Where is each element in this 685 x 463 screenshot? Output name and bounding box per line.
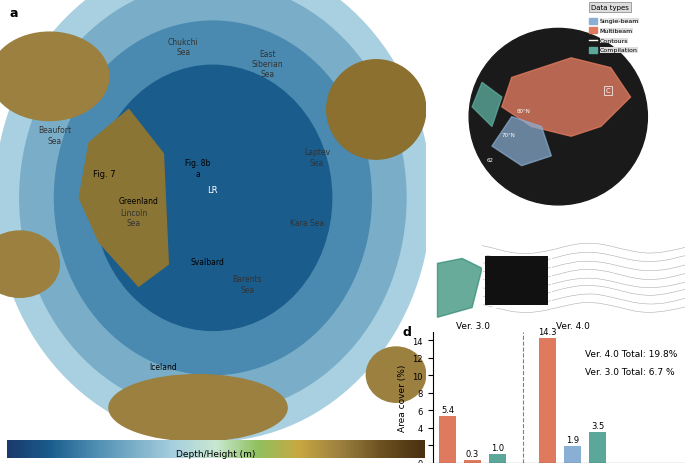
Text: Fig. 8b
a: Fig. 8b a [186,159,211,178]
Text: C: C [606,88,610,94]
Text: Ver. 3.0 Total: 6.7 %: Ver. 3.0 Total: 6.7 % [585,367,675,376]
Bar [589,28,597,34]
Text: 0.3: 0.3 [466,449,479,458]
Text: East
Siberian
Sea: East Siberian Sea [251,50,283,79]
Text: Single beam: Single beam [440,240,479,245]
Text: 80 W: 80 W [440,104,455,109]
Bar [439,416,456,463]
Text: 62: 62 [487,157,494,163]
Text: Svalbard: Svalbard [191,257,225,267]
Text: Greenland: Greenland [119,197,158,206]
Text: Compilation: Compilation [600,48,638,53]
Ellipse shape [366,347,426,402]
Text: Beaufort
Sea: Beaufort Sea [38,126,71,145]
Text: Single-beam: Single-beam [600,19,639,24]
Bar [485,257,549,305]
Text: 14.3: 14.3 [538,327,557,336]
Circle shape [0,0,431,441]
Polygon shape [79,110,169,287]
Text: Laptev
Sea: Laptev Sea [303,148,330,167]
Bar [589,432,606,463]
Text: 120°W: 120°W [443,55,461,60]
Text: 0°: 0° [558,206,564,211]
Polygon shape [502,59,631,137]
Text: Compilation: Compilation [440,250,478,255]
Text: Data types: Data types [591,5,629,11]
Text: LR: LR [208,186,218,195]
Text: Contours: Contours [586,232,614,238]
Text: 1.9: 1.9 [566,435,579,444]
Circle shape [94,66,332,331]
Text: Fig. 7: Fig. 7 [92,169,115,178]
Bar [482,254,551,308]
Bar [564,446,581,463]
Circle shape [469,29,647,206]
Text: a: a [10,6,18,19]
Text: 80°E: 80°E [660,104,673,109]
Y-axis label: Area cover (%): Area cover (%) [398,364,407,431]
Text: 40°E: 40°E [645,152,658,157]
Ellipse shape [0,33,109,121]
Bar [464,460,481,463]
Bar [589,48,597,54]
Circle shape [20,0,406,413]
Text: 5.4: 5.4 [441,405,454,413]
Text: Iceland: Iceland [149,363,177,371]
Polygon shape [472,83,502,127]
Text: 70°N: 70°N [502,133,516,138]
Text: Kara Sea: Kara Sea [290,219,324,228]
Text: c: c [438,226,445,239]
Text: Barents
Sea: Barents Sea [233,275,262,294]
Text: b: b [438,0,447,13]
Ellipse shape [109,375,287,441]
Ellipse shape [327,61,426,160]
Text: Single beam: Single beam [492,260,531,265]
Polygon shape [492,118,551,166]
Polygon shape [438,259,482,318]
Text: 40°W: 40°W [447,152,462,157]
Text: 3.5: 3.5 [591,421,604,430]
Text: 160°E: 160°E [601,16,617,20]
Text: Lincoln
Sea: Lincoln Sea [120,209,147,228]
Text: Ver. 4.0 Total: 19.8%: Ver. 4.0 Total: 19.8% [585,349,677,358]
Bar [489,454,506,463]
Ellipse shape [0,232,60,298]
Text: Multibeam: Multibeam [600,29,633,34]
Circle shape [54,22,371,375]
Text: d: d [402,325,411,338]
Text: Contours: Contours [600,38,628,44]
Bar [539,338,556,463]
Text: 80°N: 80°N [516,108,531,113]
Text: Depth/Height (m): Depth/Height (m) [176,449,256,458]
Text: Ver. 3.0: Ver. 3.0 [456,321,490,330]
Text: 1.0: 1.0 [491,443,504,452]
Bar [589,19,597,25]
Text: Chukchi
Sea: Chukchi Sea [168,38,199,57]
Text: Ver. 4.0: Ver. 4.0 [556,321,590,330]
